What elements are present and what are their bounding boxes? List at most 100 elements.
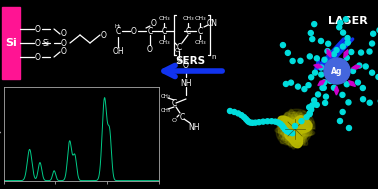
- Text: O: O: [35, 39, 41, 47]
- Circle shape: [308, 30, 313, 36]
- Circle shape: [290, 131, 295, 136]
- Circle shape: [344, 17, 349, 22]
- Text: O: O: [151, 19, 157, 29]
- Polygon shape: [278, 112, 311, 145]
- Polygon shape: [278, 113, 305, 145]
- Circle shape: [298, 58, 303, 63]
- Circle shape: [357, 63, 362, 68]
- Text: C: C: [161, 26, 167, 36]
- Circle shape: [363, 64, 368, 69]
- Text: O: O: [147, 46, 153, 54]
- Circle shape: [334, 48, 339, 53]
- Circle shape: [349, 50, 354, 54]
- Text: Ag: Ag: [331, 67, 343, 75]
- Circle shape: [334, 72, 339, 77]
- Text: CH₃: CH₃: [182, 16, 194, 22]
- Text: NH: NH: [188, 122, 200, 132]
- Circle shape: [284, 129, 290, 134]
- Circle shape: [269, 119, 274, 124]
- Circle shape: [261, 119, 266, 124]
- Circle shape: [307, 54, 312, 59]
- Text: O: O: [101, 30, 107, 40]
- Polygon shape: [327, 49, 331, 57]
- Circle shape: [248, 120, 253, 125]
- Text: LASER: LASER: [328, 16, 368, 26]
- Circle shape: [306, 83, 311, 88]
- Circle shape: [282, 127, 288, 132]
- Circle shape: [310, 37, 315, 42]
- Circle shape: [310, 103, 315, 108]
- Circle shape: [346, 100, 351, 105]
- Circle shape: [377, 28, 378, 33]
- Circle shape: [361, 97, 366, 102]
- Text: O: O: [131, 26, 137, 36]
- Text: O: O: [35, 25, 41, 33]
- Text: C: C: [180, 112, 184, 122]
- Text: O: O: [183, 60, 189, 70]
- Circle shape: [309, 75, 314, 80]
- Text: C: C: [197, 26, 203, 36]
- Circle shape: [250, 120, 255, 125]
- Text: NH: NH: [180, 78, 192, 88]
- Circle shape: [367, 49, 372, 54]
- Circle shape: [376, 74, 378, 79]
- Circle shape: [239, 113, 244, 118]
- Circle shape: [309, 107, 314, 112]
- Circle shape: [296, 84, 301, 89]
- Circle shape: [228, 108, 232, 114]
- Circle shape: [320, 85, 325, 90]
- Circle shape: [246, 119, 251, 124]
- Circle shape: [304, 115, 309, 120]
- Circle shape: [338, 119, 342, 124]
- Circle shape: [313, 70, 318, 75]
- Circle shape: [340, 92, 345, 97]
- Circle shape: [265, 119, 270, 124]
- Circle shape: [243, 116, 248, 122]
- Circle shape: [293, 123, 297, 129]
- Polygon shape: [279, 109, 315, 142]
- Circle shape: [332, 85, 336, 90]
- Circle shape: [307, 112, 312, 117]
- Circle shape: [345, 40, 350, 45]
- Circle shape: [321, 85, 326, 90]
- Polygon shape: [282, 112, 310, 147]
- Text: C: C: [115, 26, 121, 36]
- Circle shape: [326, 41, 331, 46]
- Circle shape: [322, 80, 327, 85]
- Circle shape: [285, 50, 290, 55]
- Polygon shape: [277, 111, 313, 147]
- Text: SERS: SERS: [175, 56, 205, 66]
- Circle shape: [347, 125, 352, 131]
- Polygon shape: [276, 117, 314, 145]
- Circle shape: [302, 87, 307, 92]
- Circle shape: [242, 115, 246, 120]
- Polygon shape: [278, 112, 312, 146]
- Circle shape: [360, 85, 366, 91]
- Circle shape: [288, 80, 293, 85]
- Circle shape: [324, 58, 350, 84]
- Circle shape: [280, 123, 285, 128]
- Polygon shape: [314, 64, 322, 68]
- Text: C: C: [171, 98, 177, 108]
- Polygon shape: [280, 114, 309, 143]
- Circle shape: [338, 66, 344, 71]
- Text: H₂: H₂: [115, 23, 121, 29]
- Text: Si: Si: [42, 39, 50, 47]
- Text: O: O: [61, 47, 67, 57]
- Circle shape: [340, 109, 345, 115]
- Polygon shape: [352, 65, 361, 69]
- Text: O: O: [177, 59, 181, 64]
- Text: CH₃: CH₃: [194, 16, 206, 22]
- Text: O: O: [172, 118, 177, 122]
- Circle shape: [314, 102, 319, 107]
- Circle shape: [338, 20, 343, 25]
- Text: OH: OH: [112, 47, 124, 57]
- Circle shape: [370, 41, 375, 46]
- Circle shape: [281, 125, 286, 130]
- Polygon shape: [281, 114, 310, 144]
- Circle shape: [314, 56, 319, 61]
- Circle shape: [284, 81, 288, 87]
- Polygon shape: [279, 114, 311, 145]
- Text: n: n: [212, 54, 216, 60]
- Circle shape: [307, 111, 312, 116]
